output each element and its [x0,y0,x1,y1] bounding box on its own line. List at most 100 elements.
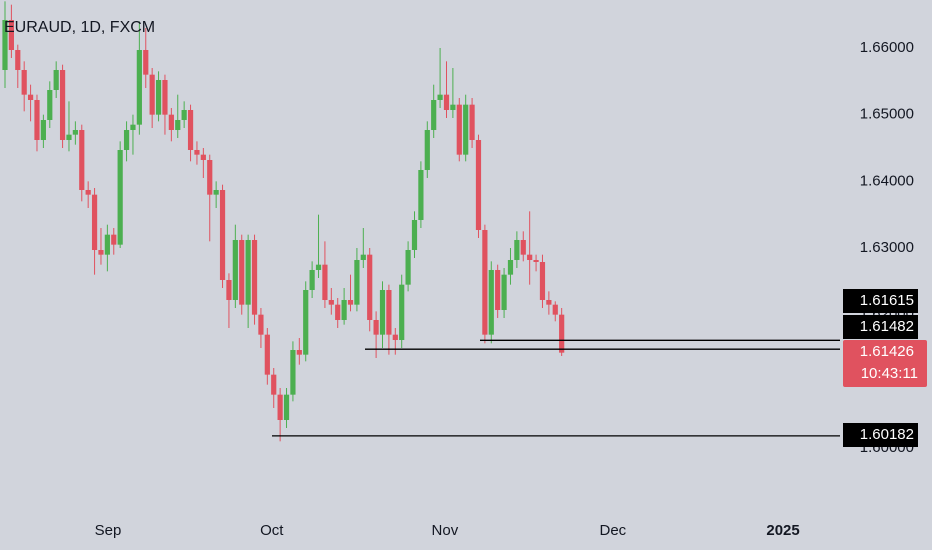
candle-body [149,74,155,115]
candle-body [194,150,200,155]
candle-body [411,220,418,250]
level-label-box [843,315,918,339]
candle-body [27,94,34,100]
candle-body [379,290,386,335]
candle-body [239,240,245,305]
last-price-box [843,340,927,387]
candle-body [335,304,341,320]
candle-body [546,300,552,305]
candle-body [168,114,174,130]
candle-body [341,300,347,320]
candle-body [271,374,277,395]
candle-body [219,190,226,280]
candle-body [53,70,59,90]
candle-body [47,90,53,120]
candle-body [143,50,149,75]
candle-body [475,140,482,230]
candle-body [507,260,514,275]
candle-body [277,394,283,420]
x-tick-label: Sep [95,522,122,539]
level-label-box [843,289,918,313]
candle-body [40,120,46,140]
candle-body [514,240,520,260]
level-label-box [843,423,918,447]
candle-body [488,270,494,335]
candle-body [482,230,488,335]
candle-body [123,130,130,150]
candle-body [213,190,219,195]
candle-body [2,20,8,70]
overlay: 1.61615 1.61482 1.60182 1.61426 10:43:11 [272,289,927,447]
candle-body [66,134,72,140]
candle-body [21,70,27,95]
candle-body [34,100,40,140]
x-tick-label: Dec [600,522,627,539]
candle-body [418,170,424,220]
candle-body [431,100,437,130]
candle-body [59,70,66,140]
candle-body [309,270,315,290]
candle-body [98,250,104,255]
candle-body [130,124,136,130]
candle-body [290,350,296,395]
candle-body [405,250,411,285]
level-label: 1.60182 [860,426,914,443]
candle-body [8,20,14,50]
candle-body [258,314,264,335]
candle-body [354,260,360,305]
last-price-label: 1.61426 [860,343,914,360]
candle-body [552,304,558,315]
candle-body [200,154,206,160]
candle-body [251,240,258,315]
y-tick-label: 1.65000 [860,106,914,123]
candle-body [175,120,181,130]
candle-body [527,254,533,260]
candle-body [559,314,565,353]
candle-body [85,190,91,195]
level-label: 1.61482 [860,318,914,335]
candle-body [437,94,443,100]
candle-body [15,50,21,70]
candle-body [328,300,334,305]
y-tick-label: 1.63000 [860,239,914,256]
candle-body [322,264,328,300]
candle-body [245,240,251,305]
candle-body [386,290,392,335]
candle-body [456,104,462,155]
x-tick-label: 2025 [766,522,799,539]
candle-body [424,130,430,170]
candle-body [367,254,373,320]
candle-body [533,260,539,262]
candle-body [520,240,526,255]
candle-body [117,150,123,245]
candle-body [162,80,168,115]
candle-body [399,284,405,340]
candle-body [463,104,469,155]
candle-body [72,130,78,135]
level-label: 1.61615 [860,292,914,309]
candle-body [360,254,366,260]
candle-body [495,270,501,310]
candle-body [91,194,98,250]
x-tick-label: Oct [260,522,284,539]
candle-body [296,350,302,355]
candle-body [226,280,232,300]
chart-title: EURAUD, 1D, FXCM [4,19,155,36]
candle-body [207,160,213,195]
candle-body [264,334,270,375]
candle-body [392,334,398,340]
candle-body [181,110,187,120]
candle-body [232,240,238,300]
y-tick-label: 1.66000 [860,39,914,56]
candle-body [315,264,322,270]
countdown-label: 10:43:11 [861,365,918,382]
candle-body [283,394,290,420]
candle-body [111,234,117,245]
candle-body [373,320,379,335]
candle-body [79,130,85,190]
candle-body [136,50,142,125]
candle-body [303,290,309,355]
candle-body [469,104,475,140]
